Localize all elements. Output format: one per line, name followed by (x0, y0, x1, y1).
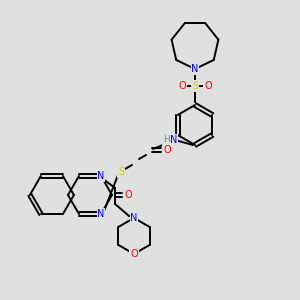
Text: N: N (170, 135, 178, 145)
Text: N: N (97, 209, 105, 219)
Text: O: O (178, 81, 186, 91)
Text: N: N (97, 171, 105, 181)
Text: N: N (130, 213, 138, 223)
Text: O: O (204, 81, 212, 91)
Text: S: S (192, 81, 198, 91)
Text: S: S (118, 167, 124, 177)
Text: O: O (163, 145, 171, 155)
Text: N: N (191, 64, 199, 74)
Text: H: H (164, 136, 170, 145)
Text: O: O (124, 190, 132, 200)
Text: O: O (130, 249, 138, 259)
